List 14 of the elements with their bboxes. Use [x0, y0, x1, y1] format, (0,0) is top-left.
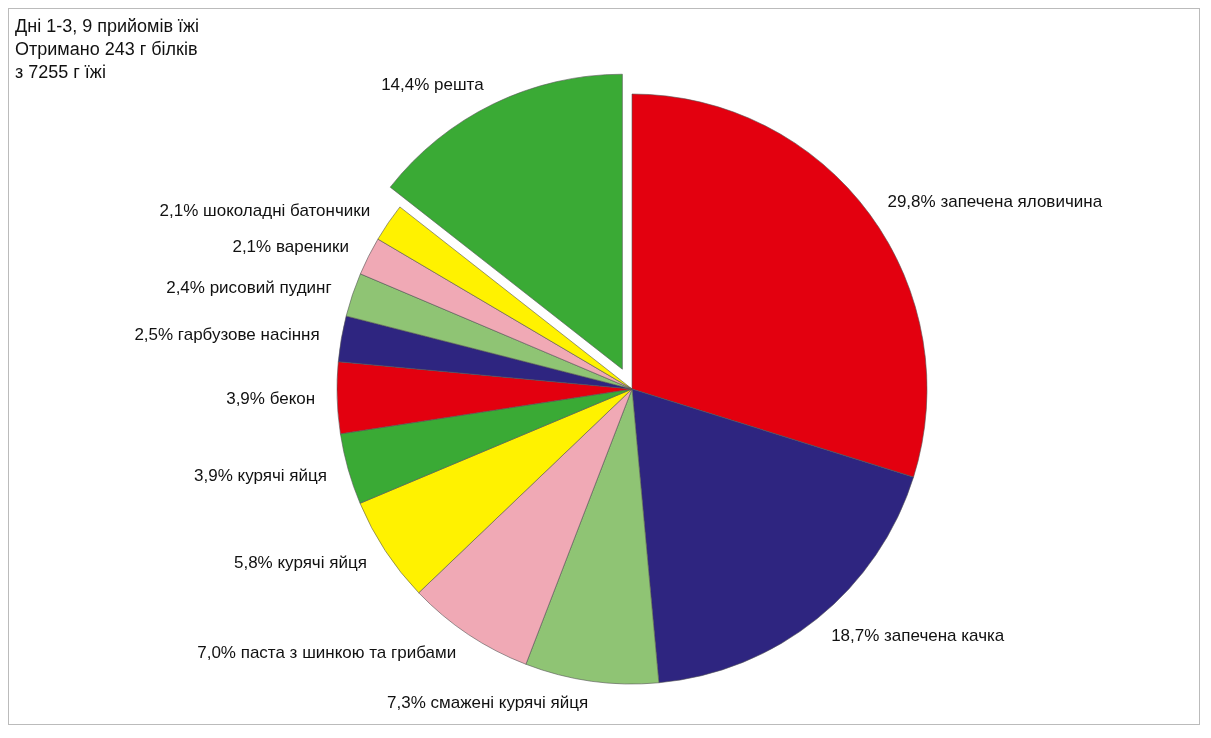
- slice-label: 7,0% паста з шинкою та грибами: [197, 643, 457, 663]
- slice-label: 2,1% шоколадні батончики: [159, 200, 371, 220]
- chart-subtitle: Отримано 243 г білків з 7255 г їжі: [15, 38, 199, 84]
- slice-label: 3,9% курячі яйця: [194, 465, 327, 485]
- chart-title: Дні 1-3, 9 прийомів їжі: [15, 15, 200, 38]
- slice-label: 2,4% рисовий пудинг: [166, 278, 332, 298]
- slice-label: 29,8% запечена яловичина: [887, 191, 1103, 211]
- slice-label: 5,8% курячі яйця: [233, 553, 367, 573]
- slice-label: 2,1% вареники: [232, 236, 349, 256]
- slice-label: 14,4% решта: [381, 74, 485, 94]
- slice-label: 2,5% гарбузове насіння: [134, 325, 320, 345]
- slice-label: 18,7% запечена качка: [831, 626, 1005, 646]
- slice-label: 7,3% смажені курячі яйця: [387, 693, 589, 713]
- slice-label: 3,9% бекон: [226, 388, 316, 408]
